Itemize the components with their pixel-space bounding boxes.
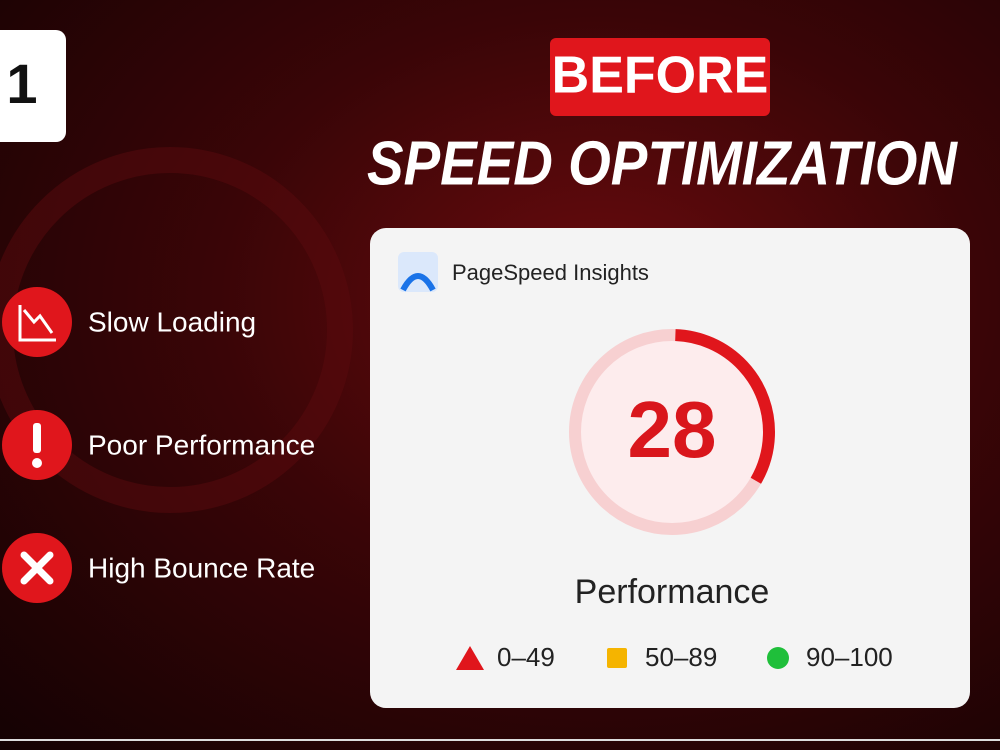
legend-label: 90–100 [806, 642, 893, 672]
title: SPEED OPTIMIZATION [367, 129, 958, 198]
issue-list: Slow Loading Poor Performance High Bounc… [2, 287, 315, 603]
tag-box [550, 38, 770, 116]
step-badge [0, 30, 66, 142]
legend-circle [767, 647, 789, 669]
tag: BEFORE [552, 47, 769, 105]
icon-glyph [33, 423, 41, 453]
icon-glyph [20, 551, 54, 585]
issue-label: Slow Loading [88, 306, 256, 337]
issue-label: High Bounce Rate [88, 552, 315, 583]
score-label: Performance [575, 573, 770, 611]
icon-glyph [18, 305, 56, 342]
legend-triangle [456, 646, 484, 670]
legend-square [607, 648, 627, 668]
legend-label: 50–89 [645, 642, 717, 672]
legend-label: 0–49 [497, 642, 555, 672]
score: 28 [628, 385, 717, 474]
score-ring [569, 329, 775, 535]
icon-glyph [32, 458, 42, 468]
app-logo-glyph [400, 273, 436, 292]
icon-glyph [22, 309, 54, 334]
app-name: PageSpeed Insights [452, 260, 649, 285]
decor-gauge [0, 147, 353, 513]
step-number: 1 [6, 52, 37, 115]
issue-label: Poor Performance [88, 429, 315, 460]
icon-chart-down [2, 287, 72, 357]
